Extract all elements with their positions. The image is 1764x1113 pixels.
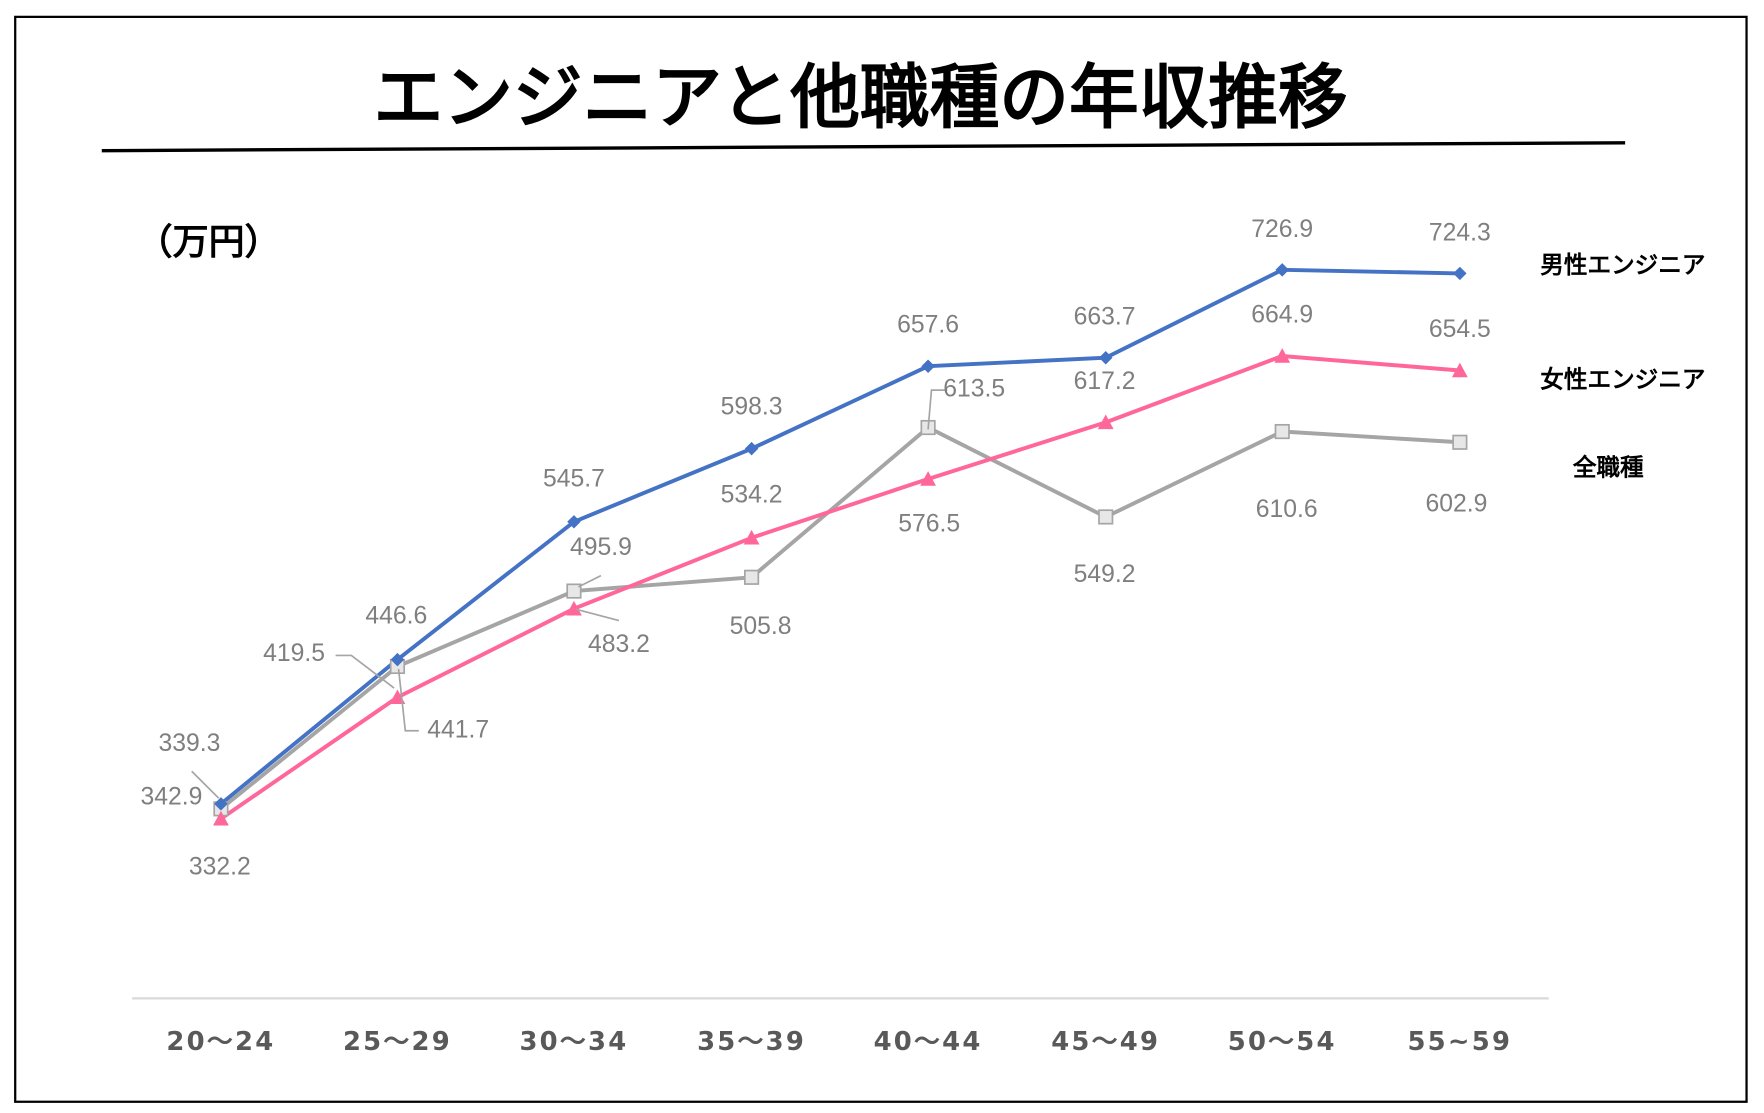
x-tick-label: 20～24 xyxy=(166,1027,275,1057)
data-label: 617.2 xyxy=(1074,368,1136,395)
data-point-diamond xyxy=(921,359,935,373)
data-label: 602.9 xyxy=(1426,490,1488,517)
legend-label: 女性エンジニア xyxy=(1540,366,1705,394)
series-line-2 xyxy=(219,425,1460,811)
chart-title: エンジニアと他職種の年収推移 xyxy=(374,57,1348,138)
data-point-diamond xyxy=(744,441,759,456)
x-tick-label: 45～49 xyxy=(1051,1027,1160,1057)
data-label: 534.2 xyxy=(721,481,783,508)
data-label: 724.3 xyxy=(1429,219,1491,246)
data-point-triangle xyxy=(1274,348,1291,363)
data-label: 339.3 xyxy=(159,730,221,757)
data-label: 726.9 xyxy=(1251,216,1313,243)
data-point-triangle xyxy=(1451,362,1468,378)
data-label: 654.5 xyxy=(1429,316,1491,343)
leader-line xyxy=(575,608,620,622)
data-label: 483.2 xyxy=(588,631,650,658)
data-label: 598.3 xyxy=(721,394,783,421)
leader-line xyxy=(335,654,395,689)
series-line-1 xyxy=(219,354,1461,821)
data-point-diamond xyxy=(214,797,228,811)
series-line-0 xyxy=(219,267,1460,806)
title-underline xyxy=(101,141,1626,153)
data-point-triangle xyxy=(920,471,936,486)
data-point-triangle xyxy=(1097,414,1114,430)
x-tick-label: 30～34 xyxy=(519,1027,628,1057)
x-tick-label: 25～29 xyxy=(343,1027,452,1057)
data-label: 657.6 xyxy=(897,312,959,339)
data-label: 505.8 xyxy=(730,613,792,640)
data-label: 549.2 xyxy=(1074,561,1136,588)
data-point-square xyxy=(1452,434,1468,450)
data-label: 664.9 xyxy=(1251,301,1313,328)
leader-line xyxy=(578,574,602,588)
data-point-triangle xyxy=(213,810,229,826)
data-label: 446.6 xyxy=(365,603,427,630)
data-label: 495.9 xyxy=(570,534,632,561)
data-point-diamond xyxy=(567,515,581,529)
data-point-triangle xyxy=(566,600,582,616)
data-label: 441.7 xyxy=(427,716,489,743)
data-point-diamond xyxy=(1098,350,1113,365)
data-label: 663.7 xyxy=(1074,304,1136,331)
legend-label: 全職種 xyxy=(1572,453,1644,481)
leader-line xyxy=(191,770,220,799)
leader-line xyxy=(397,668,419,732)
data-label: 332.2 xyxy=(189,853,251,880)
data-label: 576.5 xyxy=(898,511,960,538)
y-axis-unit: （万円） xyxy=(137,222,281,263)
data-label: 613.5 xyxy=(943,376,1005,403)
leader-line xyxy=(927,389,948,430)
data-point-triangle xyxy=(743,529,760,545)
legend-label: 男性エンジニア xyxy=(1540,251,1705,279)
x-tick-label: 35～39 xyxy=(697,1027,806,1057)
data-point-diamond xyxy=(390,652,405,667)
chart-border xyxy=(14,15,1748,1103)
data-point-square xyxy=(566,583,582,599)
data-label: 545.7 xyxy=(543,466,605,493)
x-tick-label: 55~59 xyxy=(1407,1027,1512,1057)
x-tick-label: 50～54 xyxy=(1228,1027,1337,1057)
data-label: 419.5 xyxy=(263,640,325,667)
data-label: 342.9 xyxy=(141,784,203,811)
data-point-square xyxy=(1274,423,1290,440)
data-point-square xyxy=(743,569,760,585)
data-point-square xyxy=(1098,509,1114,525)
data-label: 610.6 xyxy=(1256,496,1318,523)
x-tick-label: 40～44 xyxy=(874,1027,983,1057)
